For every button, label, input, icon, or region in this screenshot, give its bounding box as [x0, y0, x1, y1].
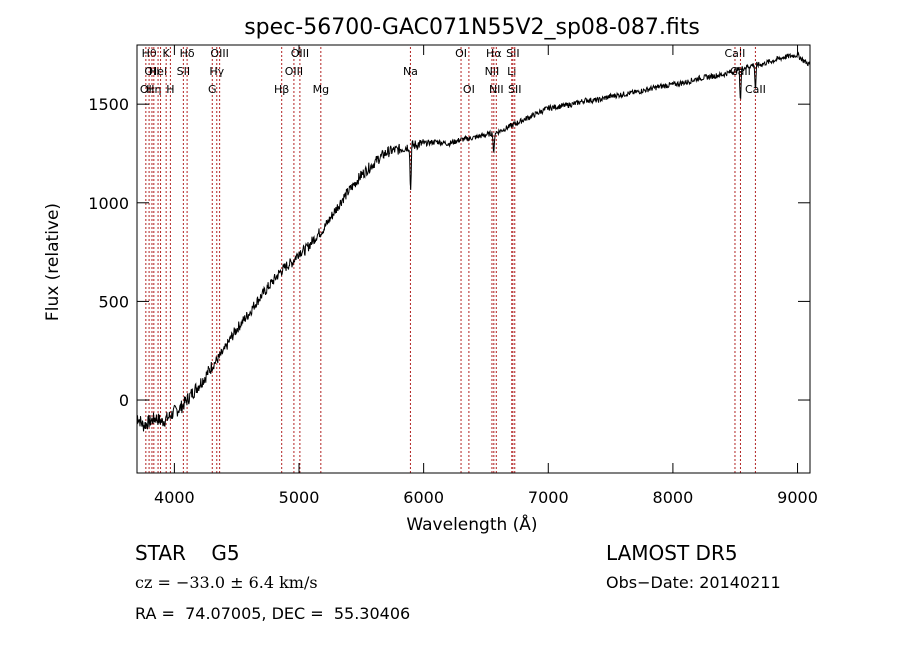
line-marker-label-2: OII: [144, 65, 159, 78]
x-tick-label-3: 7000: [528, 488, 569, 507]
line-marker-label-24: SII: [506, 47, 519, 60]
line-marker-label-1: Hθ: [142, 47, 157, 60]
y-tick-label-3: 1500: [88, 95, 129, 114]
line-marker-label-22: NII: [489, 83, 504, 96]
x-tick-label-2: 6000: [403, 488, 444, 507]
axis-tick-layer: 4000 5000 6000 7000 8000 9000 0 500 1000 1500: [88, 45, 818, 507]
line-marker-label-26: CaII: [725, 47, 746, 60]
line-marker-label-4: HeI: [149, 65, 167, 78]
line-marker-label-23: Li: [507, 65, 516, 78]
object-class: STAR G5: [135, 541, 240, 565]
sky-coordinates: RA = 74.07005, DEC = 55.30406: [135, 604, 411, 623]
line-marker-label-3: Hη: [146, 83, 161, 96]
redshift-velocity: cz = −33.0 ± 6.4 km/s: [135, 573, 318, 592]
line-marker-label-10: G: [208, 83, 217, 96]
x-tick-label-1: 5000: [279, 488, 320, 507]
line-marker-label-14: OIII: [285, 65, 303, 78]
line-marker-label-16: Mg: [313, 83, 329, 96]
line-marker-label-7: H: [166, 83, 174, 96]
spectrum-line: [136, 51, 811, 432]
line-marker-label-20: NII: [485, 65, 500, 78]
line-marker-label-0: OI: [140, 83, 152, 96]
plot-frame: [136, 44, 811, 474]
spectrum-layer: [136, 51, 811, 432]
line-marker-layer: OIHθOIIHηHeIKHSIIHδGHγOIIIHβOIIIOIIIMgNa…: [140, 47, 766, 473]
chart-title: spec-56700-GAC071N55V2_sp08-087.fits: [244, 15, 700, 40]
x-tick-label-0: 4000: [154, 488, 195, 507]
line-marker-label-8: SII: [177, 65, 190, 78]
line-marker-label-18: OI: [455, 47, 467, 60]
line-marker-label-9: Hδ: [180, 47, 195, 60]
y-tick-label-1: 500: [98, 292, 129, 311]
x-tick-label-4: 8000: [653, 488, 694, 507]
observation-date: Obs−Date: 20140211: [606, 573, 781, 592]
line-marker-label-28: CaII: [745, 83, 766, 96]
line-marker-label-11: Hγ: [209, 65, 224, 78]
line-marker-label-17: Na: [403, 65, 418, 78]
line-marker-label-12: OIII: [210, 47, 228, 60]
line-marker-label-15: OIII: [291, 47, 309, 60]
line-marker-label-19: OI: [463, 83, 475, 96]
line-marker-label-21: Hα: [486, 47, 502, 60]
x-tick-label-5: 9000: [777, 488, 818, 507]
x-axis-label: Wavelength (Å): [406, 513, 537, 535]
line-marker-label-6: K: [163, 47, 171, 60]
survey-release: LAMOST DR5: [606, 541, 738, 565]
y-tick-label-2: 1000: [88, 194, 129, 213]
line-marker-label-13: Hβ: [274, 83, 289, 96]
y-tick-label-0: 0: [119, 391, 129, 410]
y-axis-label: Flux (relative): [43, 203, 63, 321]
line-marker-label-25: SII: [508, 83, 521, 96]
